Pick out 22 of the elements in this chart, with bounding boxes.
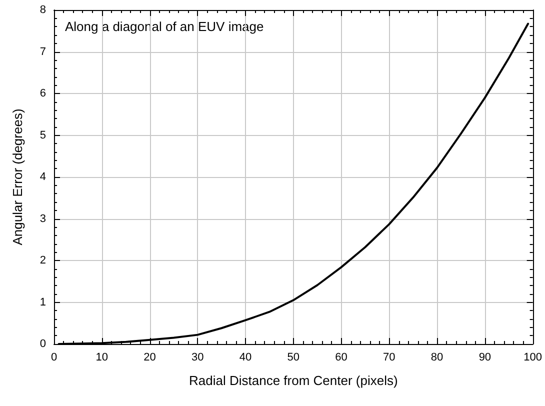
x-tick-label: 10 [96,352,108,364]
x-tick-label: 30 [192,352,204,364]
x-tick-label: 50 [287,352,300,364]
y-tick-label: 4 [40,171,46,183]
x-tick-label: 90 [478,352,492,364]
x-tick-label: 60 [335,352,348,364]
y-tick-label: 0 [40,338,46,350]
x-tick-label: 0 [50,352,58,364]
x-axis-title: Radial Distance from Center (pixels) [189,373,398,388]
x-tick-label: 40 [239,352,252,364]
x-tick-label: 70 [383,352,396,364]
y-tick-label: 8 [40,4,46,16]
y-tick-label: 3 [40,212,46,225]
y-tick-label: 2 [40,254,46,266]
x-tick-label: 20 [144,352,156,364]
y-tick-label: 5 [40,129,46,142]
y-axis-title: Angular Error (degrees) [10,108,25,246]
y-tick-label: 6 [40,88,46,100]
y-tick-label: 7 [40,46,46,58]
x-tick-label: 80 [430,352,444,364]
y-tick-label: 1 [40,296,46,308]
x-tick-label: 100 [524,352,542,364]
